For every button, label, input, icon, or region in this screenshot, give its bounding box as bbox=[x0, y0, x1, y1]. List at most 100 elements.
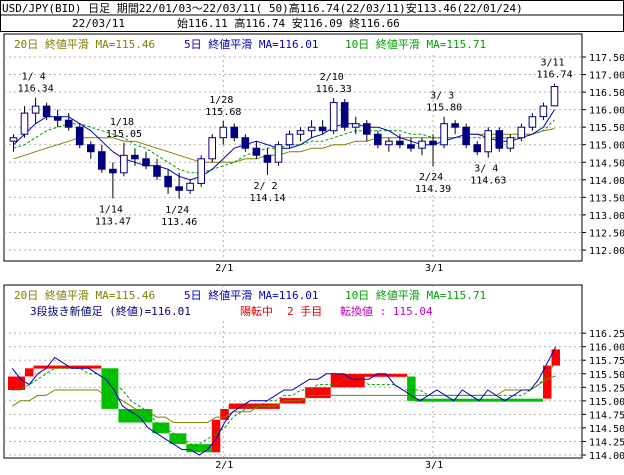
candle-down bbox=[241, 137, 250, 149]
brick-up bbox=[330, 373, 365, 388]
candle-up bbox=[285, 133, 294, 146]
header-date: 22/03/11 bbox=[72, 17, 125, 30]
annotation-value: 115.68 bbox=[205, 107, 241, 118]
y-tick-label: 115.00 bbox=[589, 141, 624, 152]
candle-down bbox=[374, 133, 382, 146]
y-tick-label: 114.50 bbox=[589, 158, 624, 169]
annotation-value: 115.05 bbox=[106, 129, 142, 140]
brick-up bbox=[228, 403, 280, 409]
candle-up bbox=[296, 130, 305, 135]
breakline-legend-ma5: 5日 終値平滑 MA=116.01 bbox=[184, 288, 318, 302]
brick-up bbox=[220, 409, 229, 420]
breakline-info-switch: 転換値 : 115.04 bbox=[340, 305, 433, 318]
candle-down bbox=[495, 130, 504, 149]
candle-up bbox=[539, 105, 548, 118]
candle-down bbox=[75, 126, 84, 146]
breakline-y-tick-label: 115.75 bbox=[589, 356, 624, 367]
brick-up bbox=[8, 376, 25, 390]
annotation-value: 114.14 bbox=[249, 193, 285, 204]
breakline-ma5-line bbox=[11, 346, 557, 456]
candle-up bbox=[506, 137, 515, 149]
breakline-legend-ma10: 10日 終値平滑 MA=115.71 bbox=[345, 288, 486, 302]
annotation-value: 116.33 bbox=[316, 84, 352, 95]
brick-down bbox=[169, 433, 187, 445]
candle-up bbox=[351, 123, 360, 128]
candle-up bbox=[385, 140, 393, 146]
annotation-value: 113.47 bbox=[95, 216, 131, 227]
y-tick-label: 117.50 bbox=[589, 53, 624, 64]
brick-down bbox=[152, 422, 170, 434]
candle-down bbox=[175, 186, 183, 191]
candle-up bbox=[208, 137, 216, 160]
legend-ma5: 5日 終値平滑 MA=116.01 bbox=[184, 37, 318, 51]
legend-ma20: 20日 終値平滑 MA=115.46 bbox=[14, 37, 155, 51]
candle-down bbox=[252, 147, 261, 156]
candle-up bbox=[329, 102, 338, 132]
annotation-date: 3/11 bbox=[540, 58, 564, 69]
y-tick-label: 116.00 bbox=[589, 106, 624, 117]
brick-up bbox=[551, 349, 560, 366]
legend-ma10: 10日 終値平滑 MA=115.71 bbox=[345, 37, 486, 51]
brick-up bbox=[543, 365, 552, 399]
annotation-date: 1/28 bbox=[209, 95, 233, 106]
candle-up bbox=[120, 154, 128, 174]
breakline-ma-lines bbox=[11, 346, 557, 456]
breakline-y-tick-label: 116.25 bbox=[589, 329, 624, 340]
breakline-x-tick-label: 3/1 bbox=[425, 460, 443, 471]
candle-up bbox=[186, 182, 194, 191]
candle-up bbox=[219, 126, 228, 139]
candle-down bbox=[318, 126, 327, 132]
candle-down bbox=[263, 154, 272, 163]
annotation-date: 3/ 3 bbox=[430, 91, 454, 102]
annotation-date: 2/ 2 bbox=[253, 181, 277, 192]
candle-down bbox=[42, 105, 51, 118]
breakline-y-tick-label: 115.50 bbox=[589, 370, 624, 381]
y-tick-label: 112.50 bbox=[589, 228, 624, 239]
y-tick-label: 113.00 bbox=[589, 211, 624, 222]
main-chart-candles bbox=[9, 83, 559, 199]
candle-down bbox=[164, 175, 172, 188]
candle-down bbox=[53, 116, 62, 121]
breakline-y-tick-label: 115.00 bbox=[589, 397, 624, 408]
y-tick-label: 117.00 bbox=[589, 71, 624, 82]
breakline-y-tick-label: 114.25 bbox=[589, 437, 624, 448]
y-tick-label: 115.50 bbox=[589, 123, 624, 134]
brick-down bbox=[186, 444, 212, 453]
breakline-info-label: 3段抜き新値足 (終値)=116.01 bbox=[30, 304, 191, 318]
breakline-y-tick-label: 115.25 bbox=[589, 383, 624, 394]
breakline-y-tick-label: 116.00 bbox=[589, 343, 624, 354]
brick-down bbox=[407, 376, 416, 401]
candle-up bbox=[440, 123, 448, 146]
y-tick-label: 112.00 bbox=[589, 246, 624, 257]
candle-down bbox=[363, 123, 371, 135]
breakline-y-tick-label: 114.75 bbox=[589, 410, 624, 421]
candle-down bbox=[407, 144, 415, 149]
breakline-x-tick-label: 2/1 bbox=[215, 460, 233, 471]
main-chart-y-axis: 117.50 117.00 116.50 116.00 115.50 115.00 114.… bbox=[582, 53, 624, 257]
brick-up bbox=[25, 368, 34, 377]
x-tick-label: 3/1 bbox=[425, 263, 443, 274]
brick-down bbox=[101, 368, 119, 409]
annotation-value: 116.34 bbox=[18, 84, 54, 95]
y-tick-label: 114.00 bbox=[589, 176, 624, 187]
candle-down bbox=[131, 154, 139, 160]
annotation-date: 1/24 bbox=[165, 205, 189, 216]
candle-up bbox=[517, 126, 526, 139]
annotation-date: 2/24 bbox=[419, 172, 443, 183]
candle-up bbox=[528, 116, 537, 128]
candle-up bbox=[197, 158, 205, 184]
candle-down bbox=[142, 158, 150, 167]
candle-down bbox=[462, 126, 470, 146]
brick-up bbox=[305, 387, 331, 399]
annotation-date: 1/ 4 bbox=[22, 72, 46, 83]
candle-down bbox=[87, 144, 95, 153]
breakline-ma10-line bbox=[12, 362, 557, 445]
breakline-legend-background bbox=[8, 287, 563, 319]
breakline-y-tick-label: 114.00 bbox=[589, 451, 624, 462]
annotation-date: 1/18 bbox=[110, 117, 134, 128]
candle-up bbox=[550, 86, 559, 107]
candle-up bbox=[418, 140, 426, 149]
candle-down bbox=[451, 123, 459, 128]
